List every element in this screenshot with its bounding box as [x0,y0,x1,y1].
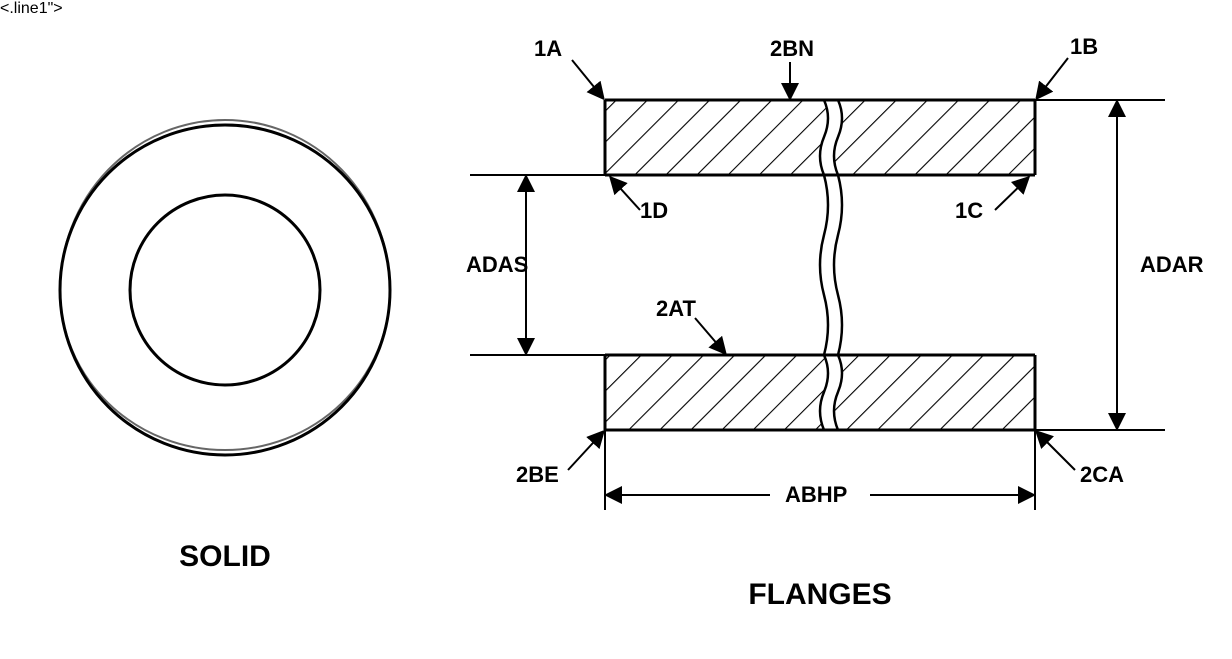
leader-2AT [695,318,725,353]
leader-1D [611,178,640,210]
right-caption-line2: FLANGES [560,578,1080,612]
label-2BN: 2BN [770,36,814,62]
label-1C: 1C [955,198,983,224]
label-2BE: 2BE [516,462,559,488]
label-2CA: 2CA [1080,462,1124,488]
leader-1C [995,178,1028,210]
leader-2CA [1037,432,1075,470]
leader-2BE [568,432,603,470]
bottom-wall [600,350,1040,435]
label-1A: 1A [534,36,562,62]
leader-1B [1037,58,1068,98]
label-1B: 1B [1070,34,1098,60]
leader-1A [572,60,603,98]
right-section-view [0,0,1232,659]
label-1D: 1D [640,198,668,224]
label-2AT: 2AT [656,296,696,322]
top-wall [600,95,1040,180]
diagram-stage: SOLID [0,0,1232,659]
label-ABHP: ABHP [785,482,847,508]
label-ADAR: ADAR [1140,252,1204,278]
break-wave-inner-left [820,175,828,355]
break-wave-inner-right [834,175,842,355]
label-ADAS: ADAS [466,252,528,278]
